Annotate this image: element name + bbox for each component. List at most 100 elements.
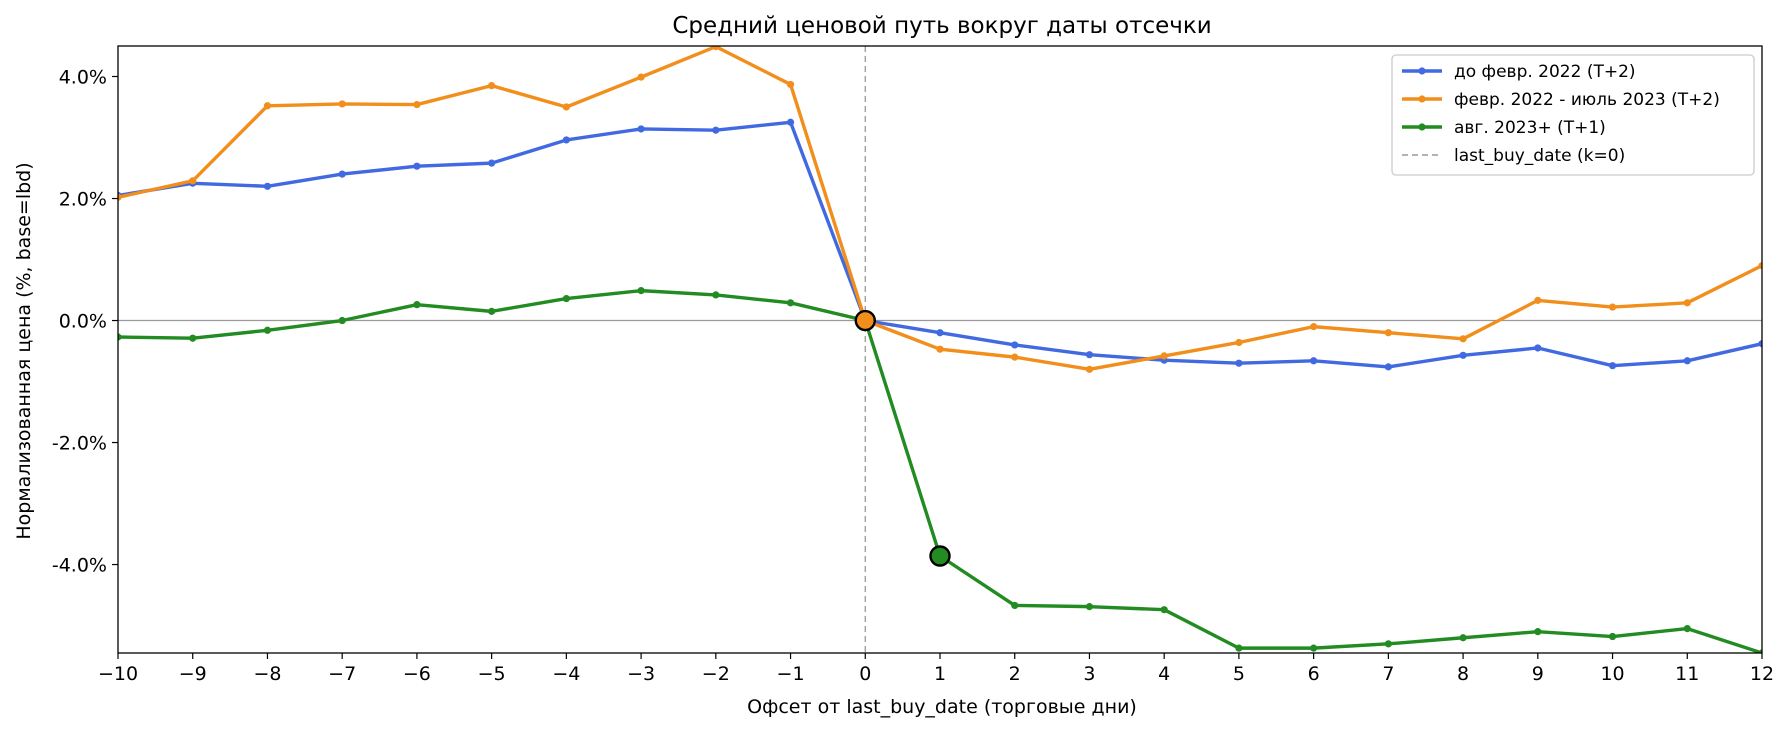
series-point-1 bbox=[1011, 353, 1019, 361]
series-point-0 bbox=[413, 162, 421, 170]
series-point-2 bbox=[1534, 628, 1542, 636]
x-tick-label: 0 bbox=[859, 663, 871, 685]
x-tick-label: 5 bbox=[1233, 663, 1245, 685]
legend-marker bbox=[1418, 95, 1426, 103]
series-point-2 bbox=[118, 333, 122, 341]
series-point-0 bbox=[1384, 363, 1392, 371]
y-tick-label: -2.0% bbox=[52, 433, 107, 455]
series-point-1 bbox=[118, 193, 122, 201]
x-axis-label: Офсет от last_buy_date (торговые дни) bbox=[747, 696, 1137, 718]
series-point-1 bbox=[1758, 262, 1762, 270]
legend-label: февр. 2022 - июль 2023 (T+2) bbox=[1454, 90, 1720, 110]
series-line-2 bbox=[118, 288, 1762, 653]
series-point-0 bbox=[1235, 359, 1243, 367]
x-tick-label: 11 bbox=[1675, 663, 1699, 685]
series-point-0 bbox=[1683, 357, 1691, 365]
series-point-0 bbox=[712, 126, 720, 134]
series-point-0 bbox=[637, 125, 645, 133]
series-point-1 bbox=[786, 80, 795, 89]
series-point-1 bbox=[1160, 352, 1168, 360]
legend-label: авг. 2023+ (T+1) bbox=[1454, 118, 1606, 138]
y-axis-ticks: 4.0% 2.0% 0.0% -2.0% -4.0% bbox=[52, 67, 118, 577]
x-tick-label: −10 bbox=[98, 663, 138, 685]
chart-title: Средний ценовой путь вокруг даты отсечки bbox=[672, 13, 1211, 39]
series-point-2 bbox=[413, 301, 421, 309]
y-tick-label: 0.0% bbox=[59, 311, 107, 333]
series-point-2 bbox=[1683, 624, 1691, 633]
series-point-1 bbox=[1459, 335, 1467, 343]
series-point-2 bbox=[1758, 649, 1762, 653]
series-point-2 bbox=[1085, 603, 1094, 611]
series-point-0 bbox=[263, 182, 272, 190]
series-point-1 bbox=[1683, 299, 1691, 307]
legend-item: февр. 2022 - июль 2023 (T+2) bbox=[1402, 90, 1720, 110]
legend: до февр. 2022 (T+2) февр. 2022 - июль 202… bbox=[1391, 54, 1755, 176]
x-tick-label: −8 bbox=[253, 663, 281, 685]
series-point-2 bbox=[1310, 644, 1318, 652]
series-point-0 bbox=[1011, 341, 1019, 349]
x-tick-label: −6 bbox=[403, 663, 431, 685]
series-point-0 bbox=[338, 170, 346, 178]
legend-marker bbox=[1418, 67, 1426, 75]
series-point-0 bbox=[1608, 362, 1617, 370]
legend-label: до февр. 2022 (T+2) bbox=[1454, 62, 1636, 82]
series-point-1 bbox=[488, 82, 496, 90]
x-tick-label: 2 bbox=[1009, 663, 1021, 685]
series-point-2 bbox=[488, 307, 496, 315]
series-point-1 bbox=[1085, 365, 1094, 373]
series-point-0 bbox=[1310, 357, 1318, 365]
series-point-2 bbox=[1160, 606, 1168, 614]
x-tick-label: −1 bbox=[777, 663, 805, 685]
series-point-1 bbox=[936, 345, 944, 353]
series-point-0 bbox=[1758, 340, 1762, 348]
series-point-0 bbox=[786, 118, 795, 126]
series-point-1 bbox=[1608, 303, 1617, 311]
y-tick-label: 2.0% bbox=[59, 189, 107, 211]
series-point-1 bbox=[637, 73, 645, 81]
legend-label: last_buy_date (k=0) bbox=[1454, 146, 1625, 166]
x-tick-label: 9 bbox=[1532, 663, 1544, 685]
series-point-0 bbox=[488, 159, 496, 167]
plot-area bbox=[118, 46, 1762, 653]
series-point-2 bbox=[786, 299, 795, 307]
series-point-0 bbox=[1459, 351, 1467, 359]
series-point-2 bbox=[1608, 632, 1617, 641]
series-layer bbox=[118, 46, 1762, 653]
series-point-1 bbox=[1534, 296, 1542, 304]
series-point-1 bbox=[1235, 338, 1243, 347]
x-tick-label: 4 bbox=[1158, 663, 1170, 685]
x-tick-label: −3 bbox=[627, 663, 655, 685]
highlight-layer bbox=[854, 309, 951, 567]
plot-frame bbox=[117, 45, 1763, 654]
legend-item: авг. 2023+ (T+1) bbox=[1402, 118, 1606, 138]
x-tick-label: −9 bbox=[179, 663, 207, 685]
series-point-1 bbox=[413, 100, 421, 109]
series-point-1 bbox=[712, 46, 720, 51]
series-point-2 bbox=[1011, 601, 1019, 610]
series-point-0 bbox=[936, 329, 944, 337]
y-tick-label: -4.0% bbox=[52, 555, 107, 577]
x-tick-label: −4 bbox=[552, 663, 580, 685]
series-point-2 bbox=[263, 326, 272, 334]
x-tick-label: 10 bbox=[1600, 663, 1624, 685]
series-point-1 bbox=[263, 102, 272, 110]
x-tick-label: 8 bbox=[1457, 663, 1469, 685]
x-tick-label: 3 bbox=[1083, 663, 1095, 685]
series-point-2 bbox=[637, 287, 645, 295]
x-tick-label: 12 bbox=[1750, 663, 1774, 685]
series-point-2 bbox=[562, 294, 570, 303]
series-point-0 bbox=[1085, 351, 1094, 359]
legend-item: last_buy_date (k=0) bbox=[1402, 146, 1625, 166]
series-point-2 bbox=[712, 291, 720, 299]
series-point-2 bbox=[1459, 634, 1467, 642]
series-point-2 bbox=[189, 334, 197, 342]
series-point-1 bbox=[1310, 323, 1318, 331]
series-point-2 bbox=[1235, 644, 1243, 652]
x-axis-ticks: −10 −9 −8 −7 −6 −5 −4 −3 −2 −1 0 1 2 3 4 5 6 7 8 9 10 11 12 bbox=[98, 653, 1774, 685]
series-point-1 bbox=[338, 100, 346, 108]
series-point-2 bbox=[1384, 640, 1392, 648]
legend-item: до февр. 2022 (T+2) bbox=[1402, 62, 1636, 82]
x-tick-label: 1 bbox=[934, 663, 946, 685]
x-tick-label: 6 bbox=[1308, 663, 1320, 685]
